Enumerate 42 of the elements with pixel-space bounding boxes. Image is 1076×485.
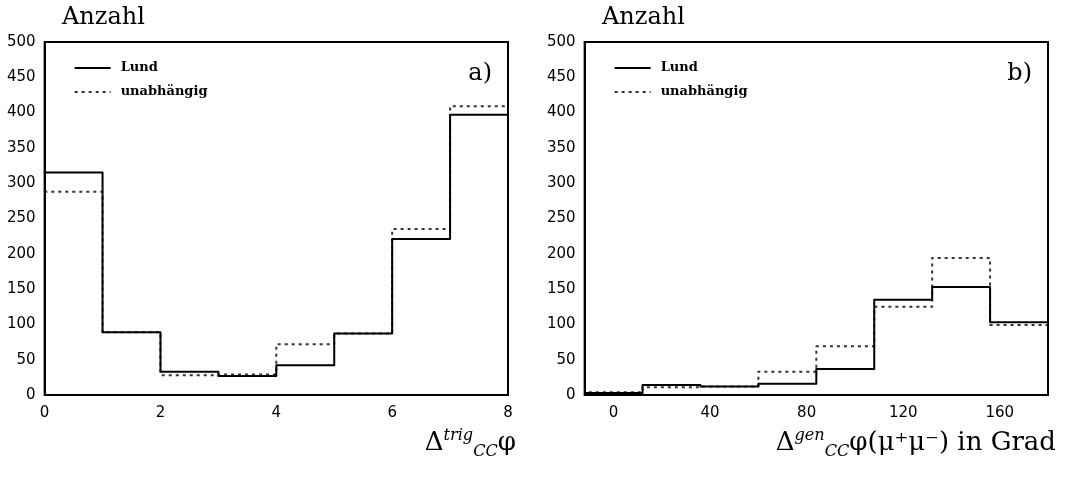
y-tick-label: 400 [6, 102, 36, 121]
y-tick-label: 200 [546, 243, 576, 262]
y-tick-label: 0 [566, 384, 576, 403]
y-tick-label: 150 [546, 278, 576, 297]
x-tick-label: 6 [387, 402, 397, 421]
x-tick-label: 2 [155, 402, 166, 421]
y-tick-label: 100 [546, 314, 576, 333]
annotation: a) [468, 58, 492, 87]
x-axis-title: Δ$^{gen}$$_{CC}$φ(μ⁺μ⁻) in Grad [775, 425, 1056, 460]
x-tick-label: 8 [503, 402, 513, 421]
y-tick-label: 500 [546, 31, 576, 50]
y-tick-label: 450 [6, 67, 36, 86]
y-tick-label: 500 [6, 31, 36, 50]
y-axis-title: Anzahl [62, 2, 145, 30]
y-tick-label: 250 [6, 208, 36, 227]
y-tick-label: 300 [546, 173, 576, 192]
x-tick-label: 4 [271, 402, 282, 421]
x-tick-label: 80 [797, 402, 817, 421]
y-tick-label: 100 [6, 314, 36, 333]
x-tick-label: 120 [888, 402, 918, 421]
legend-label: unabhängig [120, 83, 208, 99]
legend-label: unabhängig [660, 83, 748, 99]
y-tick-label: 350 [6, 137, 36, 156]
y-axis-title: Anzahl [602, 2, 685, 30]
legend-label: Lund [660, 59, 698, 75]
x-axis-title: Δ$^{trig}$$_{CC}$φ [424, 425, 516, 460]
y-tick-label: 50 [556, 349, 576, 368]
x-tick-label: 160 [985, 402, 1015, 421]
x-tick-label: 0 [608, 402, 619, 421]
y-tick-label: 50 [16, 349, 36, 368]
y-tick-label: 150 [6, 278, 36, 297]
y-tick-label: 400 [546, 102, 576, 121]
y-tick-label: 300 [6, 173, 36, 192]
x-tick-label: 0 [39, 402, 50, 421]
y-tick-label: 0 [26, 384, 36, 403]
x-tick-label: 40 [700, 402, 720, 421]
y-tick-label: 250 [546, 208, 576, 227]
y-tick-label: 200 [6, 243, 36, 262]
y-tick-label: 350 [546, 137, 576, 156]
y-tick-label: 450 [546, 67, 576, 86]
legend-label: Lund [120, 59, 158, 75]
annotation: b) [1007, 58, 1032, 87]
